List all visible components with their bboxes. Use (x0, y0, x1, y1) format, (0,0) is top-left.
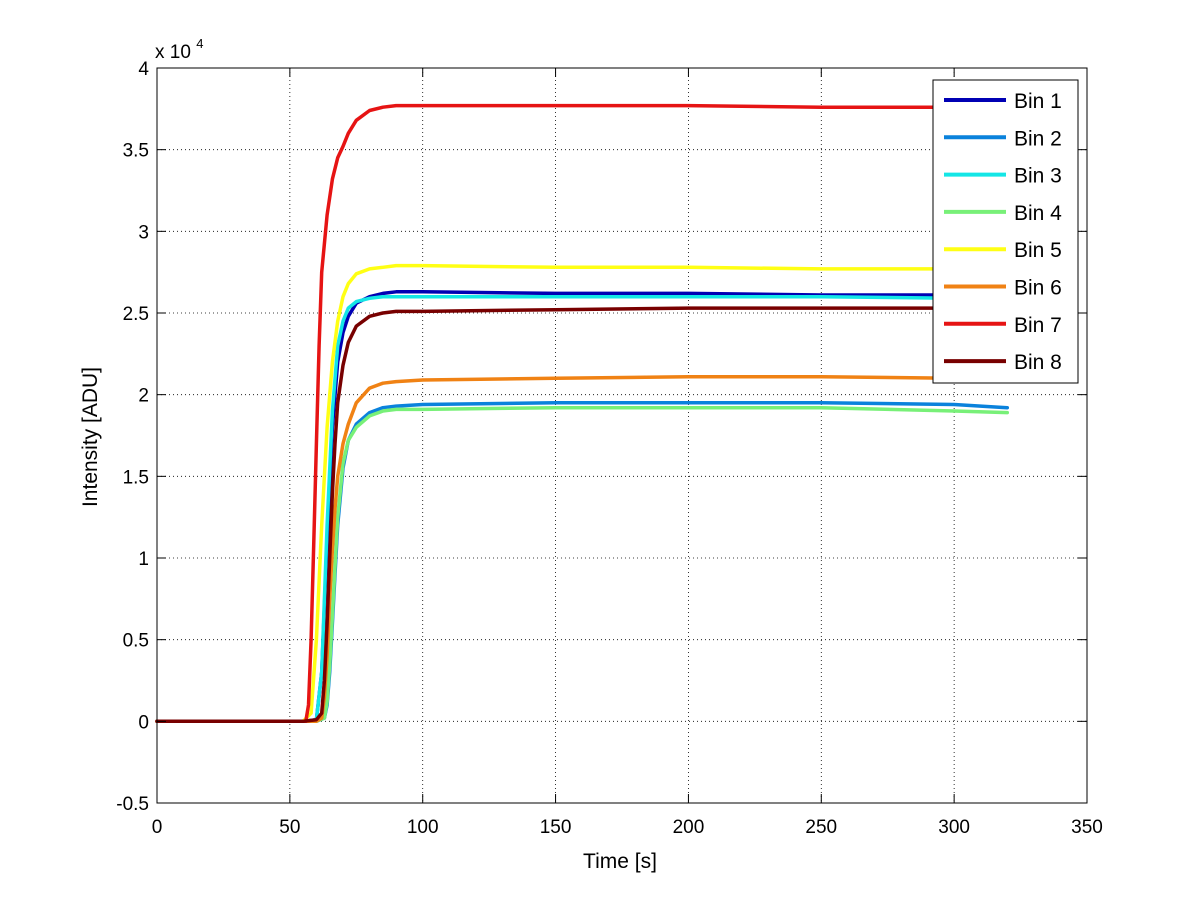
series-line-bin-4 (155, 405, 1010, 724)
legend: Bin 1 Bin 2 Bin 3 Bin 4 Bin 5 Bin 6 Bin 7 Bin 8 (932, 79, 1079, 384)
legend-label-bin-1: Bin 1 (1014, 90, 1062, 113)
legend-label-bin-4: Bin 4 (1014, 202, 1062, 225)
legend-label-bin-2: Bin 2 (1014, 127, 1062, 150)
series-line-bin-3 (155, 294, 1010, 724)
y-tick-label: 3.5 (123, 141, 149, 162)
x-tick-label: 350 (1071, 817, 1103, 838)
y-multiplier: x 10 4 (155, 36, 203, 63)
y-tick-label: 1.5 (123, 467, 149, 488)
grid (157, 68, 1087, 803)
y-tick-label: 1 (138, 549, 149, 570)
legend-label-bin-7: Bin 7 (1014, 314, 1062, 337)
y-tick-label: 2.5 (123, 304, 149, 325)
x-tick-label: 150 (540, 817, 572, 838)
legend-label-bin-6: Bin 6 (1014, 277, 1062, 300)
x-tick-label: 50 (279, 817, 300, 838)
tick-labels: 0 50 100 150 200 250 300 350-0.500.511.522.533.… (116, 59, 1103, 838)
ticks (156, 67, 1088, 804)
series-line-bin-7 (155, 103, 1010, 724)
y-tick-label: 3 (138, 222, 149, 243)
y-tick-label: 2 (138, 386, 149, 407)
x-tick-label: 300 (938, 817, 970, 838)
x-axis-label: Time [s] (583, 850, 657, 873)
y-tick-label: 0.5 (123, 631, 149, 652)
series-layer (155, 103, 1010, 724)
legend-label-bin-8: Bin 8 (1014, 351, 1062, 374)
y-tick-label: -0.5 (116, 794, 149, 815)
y-tick-label: 4 (138, 59, 149, 80)
legend-label-bin-5: Bin 5 (1014, 239, 1062, 262)
x-tick-label: 250 (805, 817, 837, 838)
y-axis-label: Intensity [ADU] (79, 367, 102, 507)
legend-box (932, 79, 1079, 384)
y-tick-label: 0 (138, 712, 149, 733)
series-line-bin-8 (155, 306, 1010, 724)
series-line-bin-5 (155, 263, 1010, 724)
y-multiplier-exponent: 4 (196, 36, 203, 51)
axes-box (156, 67, 1088, 804)
x-tick-label: 200 (673, 817, 705, 838)
y-multiplier-base: x 10 (155, 42, 191, 63)
x-tick-label: 0 (152, 817, 163, 838)
legend-label-bin-3: Bin 3 (1014, 165, 1062, 188)
x-tick-label: 100 (407, 817, 439, 838)
